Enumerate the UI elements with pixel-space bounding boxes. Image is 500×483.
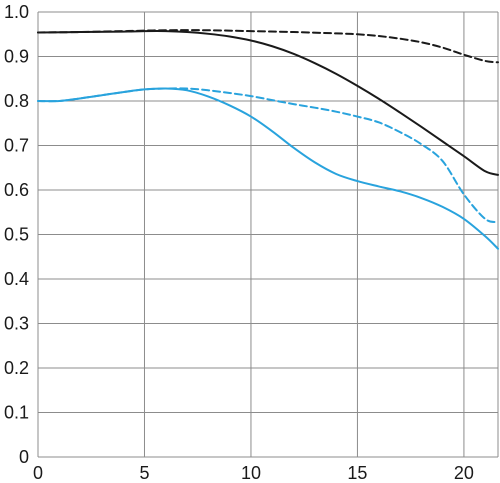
y-tick-label: 0.2 xyxy=(4,358,29,378)
x-tick-label: 10 xyxy=(241,463,261,483)
tick-labels: 0 0.1 0.2 0.3 0.4 0.5 0.6 0.7 0.8 0.9 1.0 0 5 10 15 20 xyxy=(4,2,474,483)
x-tick-label: 15 xyxy=(347,463,367,483)
series-line-black-dashed xyxy=(37,29,499,64)
x-tick-label: 5 xyxy=(139,463,149,483)
x-tick-label: 0 xyxy=(33,463,43,483)
y-tick-label: 0.7 xyxy=(4,136,29,156)
series-line-blue-dashed xyxy=(37,87,499,224)
grid xyxy=(37,11,498,458)
y-tick-label: 0.5 xyxy=(4,225,29,245)
series-line-blue-solid xyxy=(37,87,499,250)
series-line-black-solid xyxy=(37,30,499,176)
y-tick-label: 0.9 xyxy=(4,47,29,67)
y-tick-label: 0 xyxy=(19,447,29,467)
series-group xyxy=(37,29,499,250)
y-tick-label: 0.6 xyxy=(4,180,29,200)
y-tick-label: 0.3 xyxy=(4,314,29,334)
y-tick-label: 0.1 xyxy=(4,403,29,423)
y-tick-label: 0.4 xyxy=(4,269,29,289)
y-tick-label: 1.0 xyxy=(4,2,29,22)
x-tick-label: 20 xyxy=(454,463,474,483)
y-tick-label: 0.8 xyxy=(4,91,29,111)
